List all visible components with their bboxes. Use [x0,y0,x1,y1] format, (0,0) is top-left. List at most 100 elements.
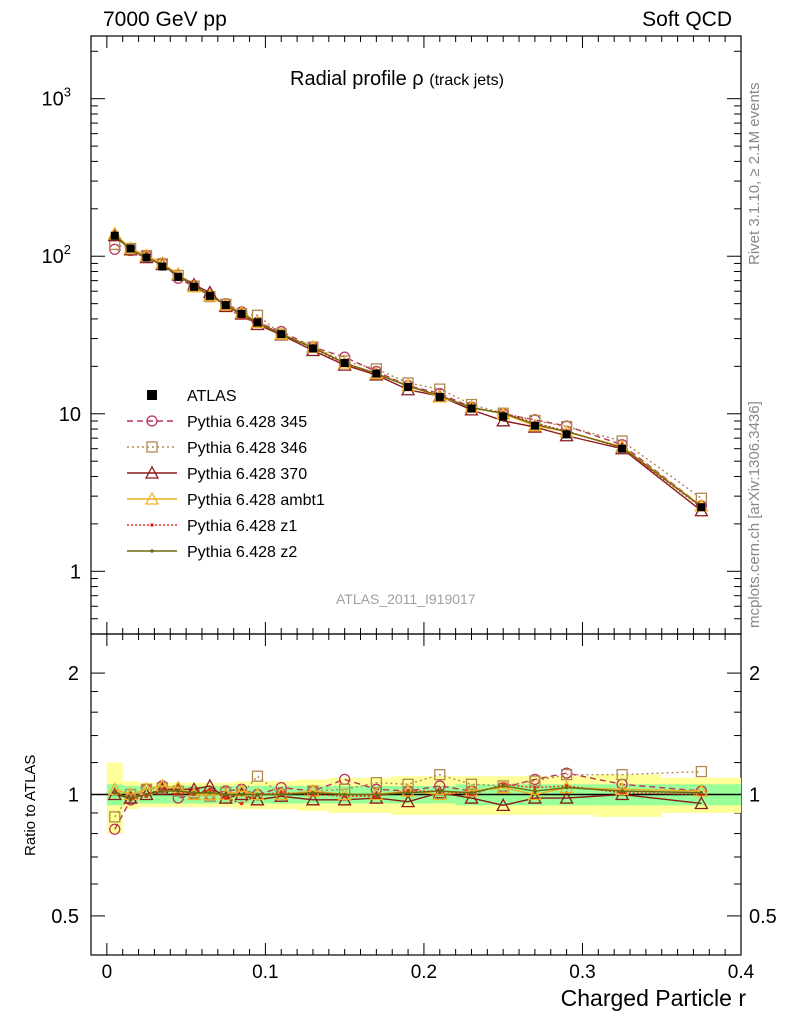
legend-marker [146,441,158,453]
ratio-point-5 [564,785,569,790]
legend-marker [144,465,160,479]
x-tick-label: 0.1 [252,962,278,983]
ratio-y-tick-label: 1 [68,785,79,807]
legend-label: ATLAS [187,388,237,405]
ratio-point-1 [109,811,121,823]
x-axis-label: Charged Particle r [560,985,746,1011]
ratio-point-5 [374,792,379,797]
data-point [205,291,214,300]
ratio-point-5 [699,790,704,795]
data-point [435,392,444,401]
legend-marker [150,523,154,527]
ratio-point-5 [469,790,474,795]
analysis-watermark: ATLAS_2011_I919017 [336,591,476,607]
data-point [467,404,476,413]
mcplots-label: mcplots.cern.ch [arXiv:1306.3436] [746,401,763,628]
ratio-point-2 [559,790,574,804]
ratio-point-2 [218,790,233,804]
ratio-point-5 [176,789,180,793]
ratio-point-5 [279,792,284,797]
ratio-point-5 [533,789,537,793]
ratio-point-2 [305,792,321,806]
ratio-point-1 [251,770,264,782]
legend-label: Pythia 6.428 z2 [187,544,297,561]
ratio-point-1 [616,768,628,781]
ratio-point-4 [533,785,537,790]
series-line-1 [114,243,702,499]
ratio-point-5 [144,792,149,797]
ratio-point-2 [400,794,416,808]
data-point [253,318,262,327]
ratio-point-1 [465,778,478,790]
ratio-point-5 [342,792,347,797]
ratio-point-5 [311,790,315,795]
y-tick-label: 10 [59,404,81,426]
chart-title: Radial profile ρ (track jets) [290,68,504,91]
legend-label: Pythia 6.428 ambt1 [187,492,325,509]
ratio-point-2 [694,796,709,810]
ratio-y-tick-label-right: 2 [749,663,760,685]
data-point [110,231,119,240]
data-point [340,359,349,368]
y-tick-label: 102 [42,242,71,268]
ratio-line-2 [114,785,702,807]
data-point [142,253,151,262]
ratio-panel: 0 0.1 0.2 0.3 0.4 0.5 0.5 1 1 2 2 [51,622,777,983]
data-point [174,272,183,281]
data-point [277,330,286,339]
ratio-point-5 [620,789,624,793]
ratio-y-tick-label-right: 0.5 [749,906,777,928]
legend-label: Pythia 6.428 346 [187,440,307,457]
ratio-y-axis-label: Ratio to ATLAS [22,754,39,856]
process-label: Soft QCD [642,8,732,31]
ratio-point-0 [109,823,121,835]
ratio-point-2 [432,785,447,799]
legend: ATLAS Pythia 6.428 345 Pythia 6.428 346 Pyt… [127,388,325,561]
data-point [404,382,413,391]
ratio-point-2 [155,781,170,795]
legend-marker [144,491,160,505]
ratio-point-4 [223,796,228,800]
ratio-point-1 [434,768,446,781]
ratio-point-5 [501,784,505,788]
ratio-line-3 [114,785,702,796]
ratio-y-tick-label: 0.5 [51,906,79,928]
ratio-point-4 [239,801,244,806]
ratio-point-1 [560,768,573,781]
y-tick-label: 1 [70,561,81,583]
ratio-y-tick-label-right: 1 [749,785,760,807]
ratio-line-0 [114,772,702,830]
series-line-5 [114,234,702,508]
ratio-point-5 [223,792,228,797]
data-point [190,282,199,291]
rivet-version-label: Rivet 3.1.10, ≥ 2.1M events [746,82,763,266]
data-point [499,412,508,421]
ratio-point-5 [192,790,196,795]
data-point [221,301,230,310]
ratio-point-5 [160,789,165,793]
data-point [562,430,571,439]
ratio-y-tick-label: 2 [68,663,79,685]
ratio-point-5 [255,792,260,797]
data-point [697,503,706,512]
ratio-point-2 [369,790,384,804]
legend-label: Pythia 6.428 345 [187,414,307,431]
legend-marker [146,415,158,427]
x-tick-label: 0 [102,962,113,983]
data-point [158,262,167,271]
legend-label: Pythia 6.428 z1 [187,518,297,535]
ratio-point-2 [274,788,289,802]
ratio-point-2 [527,790,542,804]
ratio-point-5 [112,790,117,795]
ratio-point-3 [202,787,217,801]
legend-marker [150,549,154,553]
x-tick-label: 0.2 [411,962,437,983]
data-point [372,369,381,378]
collision-energy-label: 7000 GeV pp [103,8,227,31]
ratio-point-2 [496,797,511,811]
ratio-point-3 [527,787,542,801]
main-panel: 1 10 102 103 [42,35,742,635]
chart-title-symbol: ρ [412,68,424,90]
data-point [237,309,246,318]
x-tick-label: 0.4 [728,962,755,983]
